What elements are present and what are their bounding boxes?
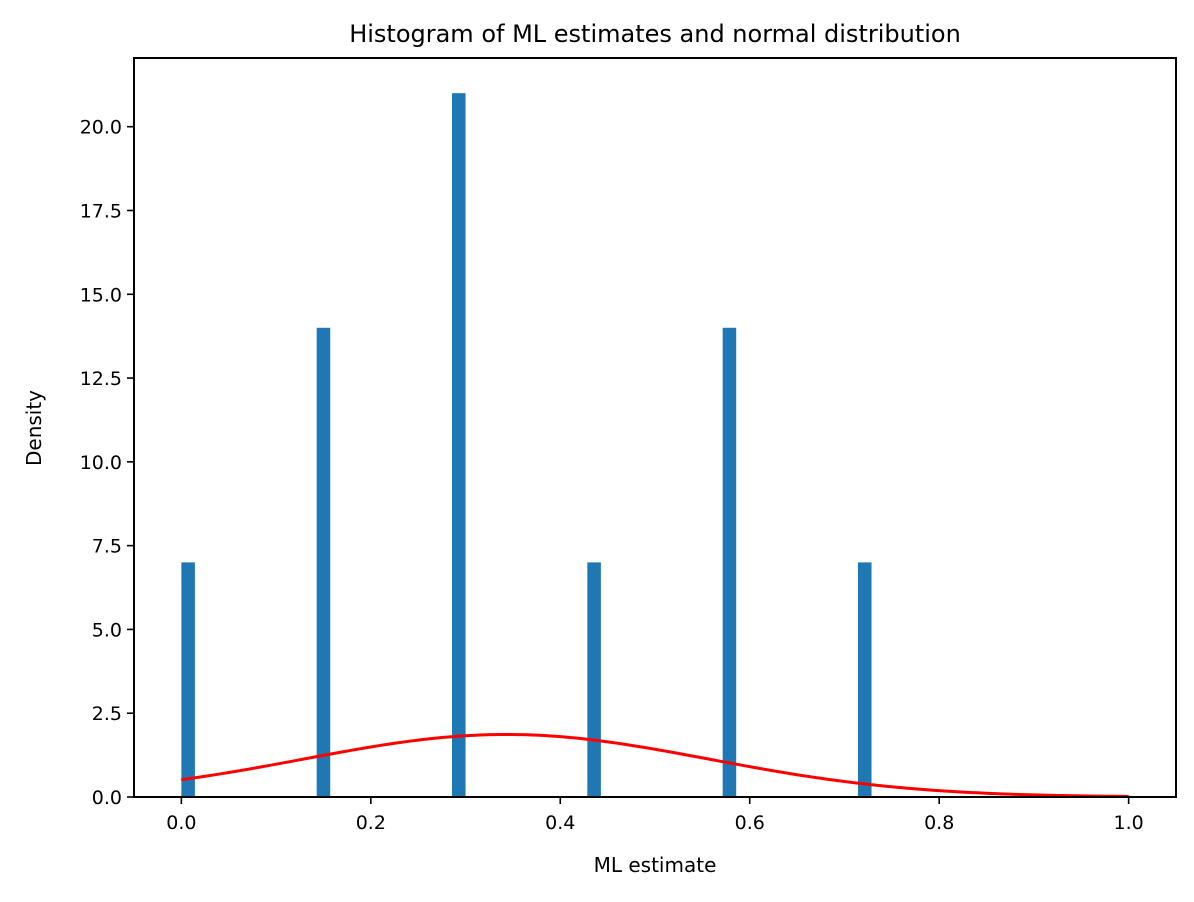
y-tick-label: 2.5: [92, 703, 122, 725]
chart-title: Histogram of ML estimates and normal dis…: [349, 20, 961, 48]
x-tick-label: 0.4: [545, 812, 575, 834]
y-tick-label: 5.0: [92, 619, 122, 641]
y-tick-label: 0.0: [92, 787, 122, 809]
y-axis-ticks: 0.0 2.5 5.0 7.5 10.0 12.5 15.0 17.5 20.0: [80, 117, 134, 809]
y-tick-label: 20.0: [80, 117, 122, 139]
x-tick-label: 0.2: [356, 812, 386, 834]
y-tick-label: 10.0: [80, 452, 122, 474]
normal-distribution-curve: [181, 732, 1129, 798]
y-tick-label: 17.5: [80, 200, 122, 222]
y-tick-label: 12.5: [80, 368, 122, 390]
histogram-bar-2: [452, 93, 466, 797]
y-tick-label: 7.5: [92, 536, 122, 558]
x-tick-label: 0.6: [735, 812, 765, 834]
x-tick-label: 1.0: [1114, 812, 1144, 834]
x-tick-label: 0.0: [166, 812, 196, 834]
histogram-bar-4: [722, 327, 737, 797]
y-axis-label: Density: [22, 390, 46, 466]
plot-area: [181, 93, 1129, 798]
x-tick-label: 0.8: [924, 812, 954, 834]
axes-frame: [133, 57, 1177, 798]
x-axis-ticks: 0.0 0.2 0.4 0.6 0.8 1.0: [166, 797, 1144, 834]
histogram-bar-5: [857, 562, 872, 797]
y-tick-label: 15.0: [80, 284, 122, 306]
histogram-bar-0: [181, 562, 195, 797]
x-axis-label: ML estimate: [594, 853, 717, 877]
histogram-bar-3: [587, 562, 601, 797]
histogram-bar-1: [316, 327, 331, 797]
